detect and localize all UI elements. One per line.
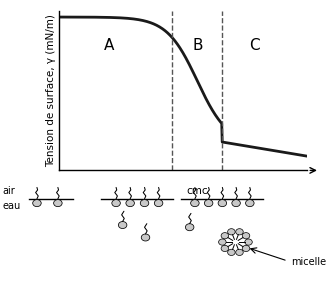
Circle shape xyxy=(218,239,226,245)
Circle shape xyxy=(246,200,254,207)
Circle shape xyxy=(232,200,240,207)
Text: A: A xyxy=(103,38,114,53)
Text: micelle: micelle xyxy=(291,257,326,267)
Text: eau: eau xyxy=(3,201,21,211)
Circle shape xyxy=(236,249,243,256)
Circle shape xyxy=(245,239,252,245)
Text: C: C xyxy=(249,38,259,53)
Circle shape xyxy=(228,229,235,235)
Circle shape xyxy=(221,245,229,252)
Circle shape xyxy=(228,249,235,256)
Circle shape xyxy=(141,234,150,241)
Circle shape xyxy=(191,200,199,207)
Circle shape xyxy=(33,200,41,207)
Circle shape xyxy=(204,200,213,207)
Y-axis label: Tension de surface, γ (mN/m): Tension de surface, γ (mN/m) xyxy=(46,14,56,167)
Circle shape xyxy=(154,200,163,207)
Circle shape xyxy=(242,245,250,252)
Circle shape xyxy=(221,233,229,239)
Circle shape xyxy=(242,233,250,239)
Circle shape xyxy=(185,224,194,231)
Circle shape xyxy=(140,200,149,207)
Text: B: B xyxy=(192,38,202,53)
Text: cmc: cmc xyxy=(186,186,208,196)
Circle shape xyxy=(118,222,127,229)
Circle shape xyxy=(112,200,120,207)
Circle shape xyxy=(54,200,62,207)
Circle shape xyxy=(236,229,243,235)
Circle shape xyxy=(218,200,227,207)
Circle shape xyxy=(126,200,134,207)
Text: air: air xyxy=(3,186,15,196)
